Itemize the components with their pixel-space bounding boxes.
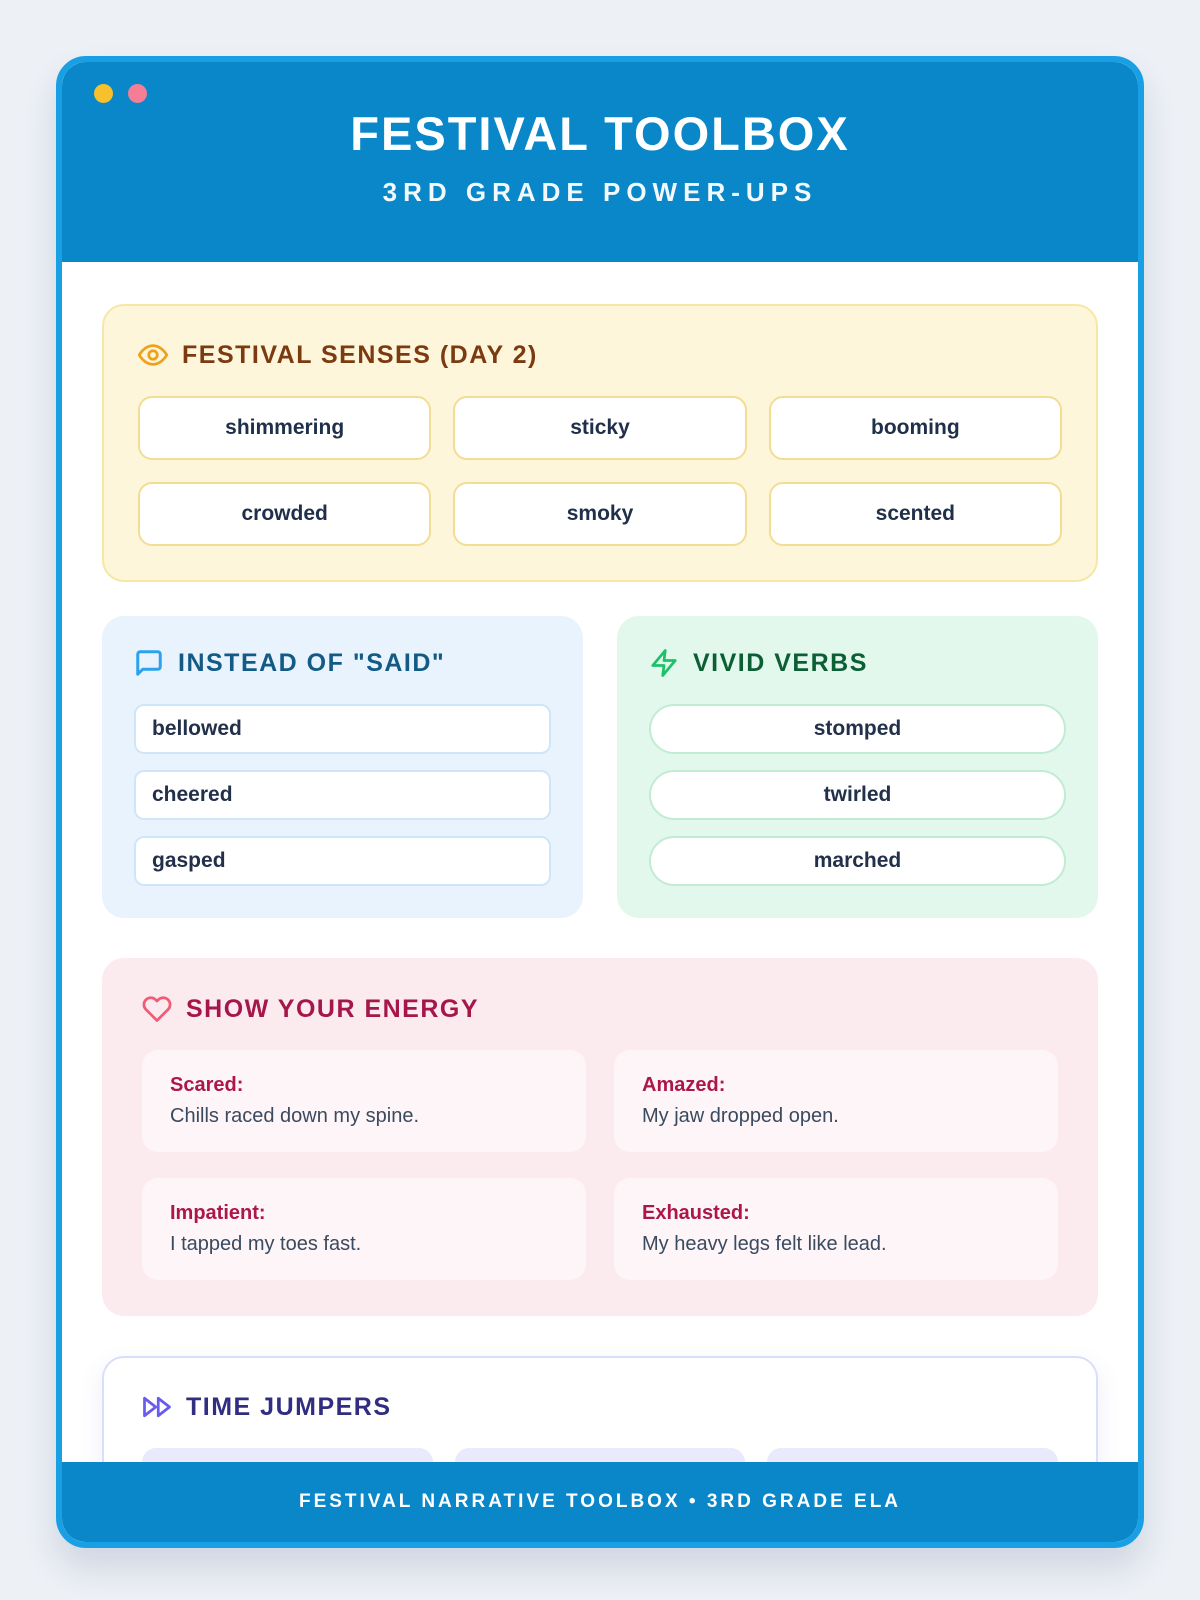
energy-label: Scared: — [170, 1074, 244, 1096]
window-dots — [94, 84, 147, 103]
content-area: FESTIVAL SENSES (DAY 2) shimmering stick… — [62, 262, 1138, 1542]
window-footer: FESTIVAL NARRATIVE TOOLBOX • 3RD GRADE E… — [62, 1462, 1138, 1542]
sense-word-chip: shimmering — [138, 396, 432, 460]
senses-heading: FESTIVAL SENSES (DAY 2) — [182, 340, 538, 369]
verbs-header: VIVID VERBS — [649, 648, 1066, 678]
sense-word-chip: smoky — [453, 482, 747, 546]
energy-label: Exhausted: — [642, 1202, 750, 1224]
vivid-verbs-section: VIVID VERBS stomped twirled marched — [617, 616, 1098, 918]
verb-word-pill: marched — [649, 836, 1066, 886]
page-subtitle: 3RD GRADE POWER-UPS — [382, 177, 818, 207]
window-header: FESTIVAL TOOLBOX 3RD GRADE POWER-UPS — [62, 62, 1138, 262]
energy-card-scared: Scared: Chills raced down my spine. — [142, 1050, 586, 1152]
energy-heading: SHOW YOUR ENERGY — [186, 994, 480, 1023]
speech-bubble-icon — [136, 650, 162, 676]
energy-text: My jaw dropped open. — [642, 1105, 839, 1127]
senses-header: FESTIVAL SENSES (DAY 2) — [138, 340, 1062, 370]
sense-word-chip: booming — [768, 396, 1062, 460]
energy-card-exhausted: Exhausted: My heavy legs felt like lead. — [614, 1178, 1058, 1280]
sense-word-chip: scented — [768, 482, 1062, 546]
sense-word-chip: crowded — [138, 482, 432, 546]
page-title: FESTIVAL TOOLBOX — [350, 107, 850, 160]
energy-label: Impatient: — [170, 1202, 266, 1224]
eye-icon — [138, 344, 168, 366]
energy-text: Chills raced down my spine. — [170, 1105, 419, 1127]
time-header: TIME JUMPERS — [142, 1392, 1058, 1422]
window-dot-pink[interactable] — [128, 84, 147, 103]
said-word-item: cheered — [134, 770, 551, 820]
energy-card-amazed: Amazed: My jaw dropped open. — [614, 1050, 1058, 1152]
verb-word-pill: twirled — [649, 770, 1066, 820]
heart-icon — [142, 996, 172, 1022]
lightning-icon — [651, 649, 677, 677]
energy-label: Amazed: — [642, 1074, 726, 1096]
festival-senses-section: FESTIVAL SENSES (DAY 2) shimmering stick… — [102, 304, 1098, 582]
sense-word-chip: sticky — [453, 396, 747, 460]
middle-row: INSTEAD OF "SAID" bellowed cheered gaspe… — [102, 616, 1098, 918]
footer-text: FESTIVAL NARRATIVE TOOLBOX • 3RD GRADE E… — [298, 1491, 902, 1512]
verb-word-pill: stomped — [649, 704, 1066, 754]
show-your-energy-section: SHOW YOUR ENERGY Scared: Chills raced do… — [102, 958, 1098, 1316]
said-word-item: gasped — [134, 836, 551, 886]
said-header: INSTEAD OF "SAID" — [134, 648, 551, 678]
time-heading: TIME JUMPERS — [186, 1392, 392, 1421]
verbs-heading: VIVID VERBS — [693, 648, 868, 677]
app-window: FESTIVAL TOOLBOX 3RD GRADE POWER-UPS FES… — [56, 56, 1144, 1548]
energy-text: I tapped my toes fast. — [170, 1233, 362, 1255]
energy-card-impatient: Impatient: I tapped my toes fast. — [142, 1178, 586, 1280]
said-heading: INSTEAD OF "SAID" — [178, 648, 446, 677]
said-word-item: bellowed — [134, 704, 551, 754]
window-dot-yellow[interactable] — [94, 84, 113, 103]
energy-card-grid: Scared: Chills raced down my spine. Amaz… — [142, 1050, 1058, 1280]
senses-chip-grid: shimmering sticky booming crowded smoky … — [138, 396, 1062, 546]
energy-text: My heavy legs felt like lead. — [642, 1233, 887, 1255]
instead-of-said-section: INSTEAD OF "SAID" bellowed cheered gaspe… — [102, 616, 583, 918]
fast-forward-icon — [143, 1396, 171, 1418]
energy-header: SHOW YOUR ENERGY — [142, 994, 1058, 1024]
